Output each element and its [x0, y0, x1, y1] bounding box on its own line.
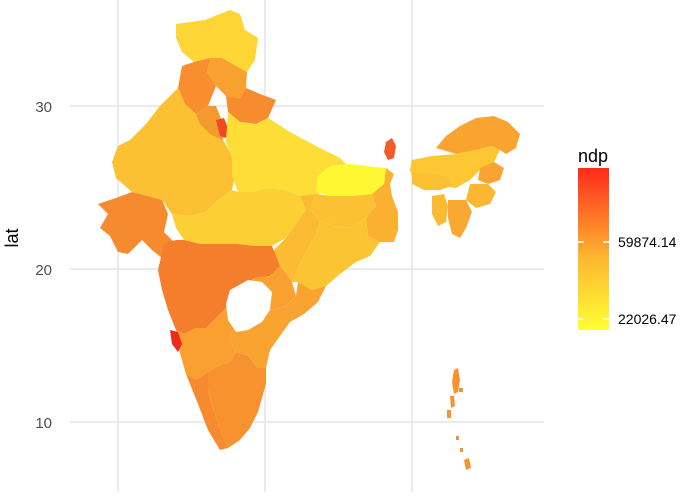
region-chhattisgarh — [272, 194, 320, 286]
map-blank-area — [226, 280, 272, 332]
region-karnataka — [176, 300, 242, 380]
andaman-island-1 — [452, 368, 460, 394]
legend-colorbar — [578, 168, 609, 330]
region-jharkhand — [310, 194, 376, 228]
region-himachal-pradesh — [207, 58, 247, 98]
nicobar-island-2 — [460, 448, 463, 452]
region-sikkim — [384, 138, 396, 160]
region-andaman-and-nicobar-islands — [447, 368, 471, 470]
andaman-island-4 — [459, 388, 463, 392]
y-tick-label: 10 — [35, 415, 52, 432]
region-goa — [170, 330, 182, 352]
region-nagaland — [478, 162, 504, 184]
region-rajasthan — [112, 88, 236, 216]
andaman-island-2 — [450, 396, 455, 408]
region-manipur — [466, 184, 496, 208]
map-regions — [98, 10, 520, 470]
region-jammu-and-kashmir — [176, 10, 258, 72]
legend: ndp 59874.14 22026.47 — [578, 146, 677, 330]
region-odisha — [292, 218, 380, 290]
nicobar-island-3 — [464, 458, 471, 470]
region-mizoram — [448, 200, 472, 238]
region-andhra-pradesh — [230, 282, 326, 368]
region-bihar — [316, 164, 386, 196]
legend-label-low: 22026.47 — [618, 311, 677, 327]
region-arunachal-pradesh — [436, 116, 520, 154]
region-tripura — [432, 194, 448, 226]
region-madhya-pradesh — [172, 188, 306, 246]
region-uttarakhand — [226, 88, 276, 124]
region-delhi — [216, 118, 228, 138]
region-meghalaya — [412, 172, 452, 190]
legend-title: ndp — [578, 146, 608, 166]
region-kerala — [186, 372, 228, 450]
y-axis: 30 20 10 lat — [2, 99, 52, 432]
y-tick-label: 20 — [35, 262, 52, 279]
y-tick-label: 30 — [35, 99, 52, 116]
legend-label-high: 59874.14 — [618, 234, 677, 250]
region-punjab — [178, 58, 216, 114]
region-gujarat — [98, 192, 176, 258]
region-west-bengal — [366, 168, 398, 242]
nicobar-island-1 — [456, 436, 459, 440]
region-uttar-pradesh — [226, 112, 350, 196]
andaman-island-3 — [447, 410, 451, 418]
region-maharashtra — [158, 240, 280, 334]
region-haryana — [196, 106, 226, 140]
y-axis-title: lat — [2, 228, 22, 247]
region-tamil-nadu — [208, 352, 266, 448]
